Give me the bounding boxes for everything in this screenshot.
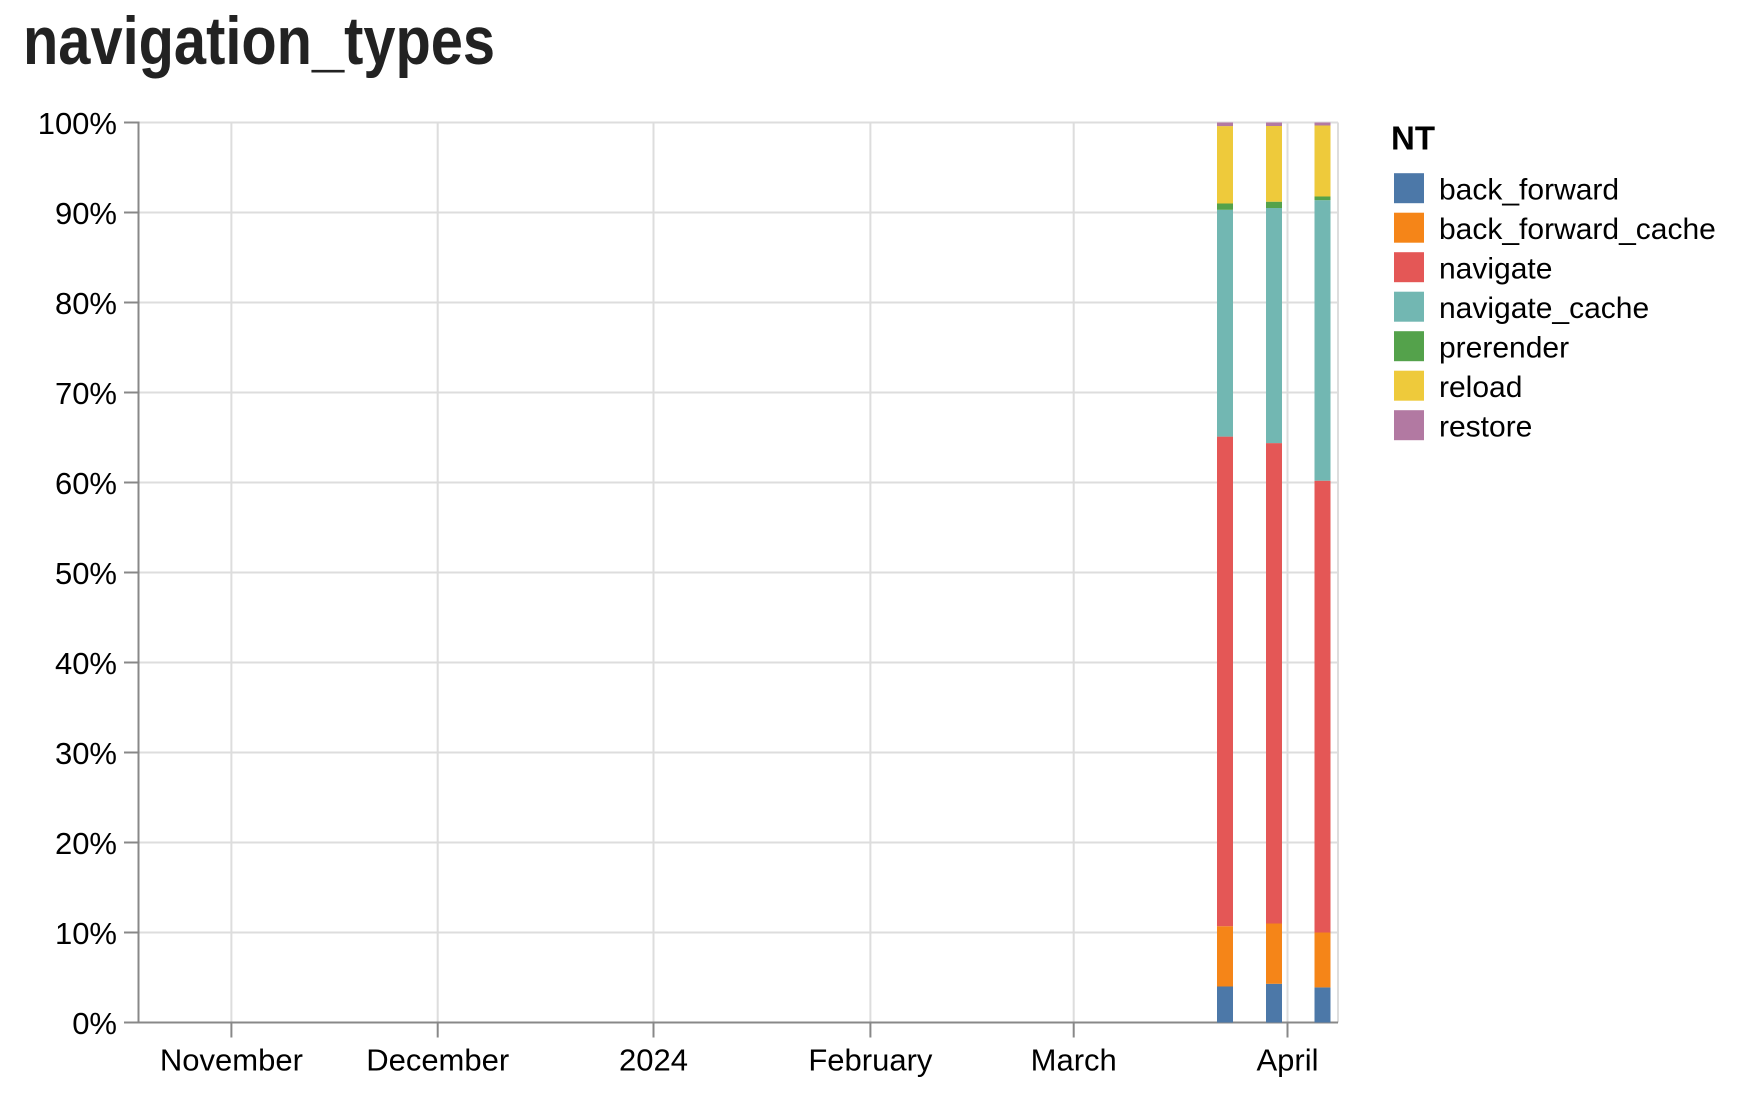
svg-text:April: April <box>1256 1043 1318 1078</box>
svg-text:0%: 0% <box>72 1006 117 1041</box>
svg-text:reload: reload <box>1439 371 1522 404</box>
svg-text:80%: 80% <box>55 286 117 321</box>
svg-text:2024: 2024 <box>619 1043 688 1078</box>
svg-text:back_forward_cache: back_forward_cache <box>1439 213 1716 246</box>
svg-text:March: March <box>1031 1043 1117 1078</box>
svg-text:navigation_types: navigation_types <box>23 4 495 79</box>
svg-text:restore: restore <box>1439 411 1532 444</box>
svg-text:100%: 100% <box>38 106 117 141</box>
svg-text:40%: 40% <box>55 646 117 681</box>
svg-text:20%: 20% <box>55 826 117 861</box>
svg-text:50%: 50% <box>55 556 117 591</box>
svg-text:February: February <box>808 1043 933 1078</box>
svg-text:30%: 30% <box>55 736 117 771</box>
svg-text:navigate_cache: navigate_cache <box>1439 292 1649 325</box>
svg-text:December: December <box>366 1043 509 1078</box>
svg-text:back_forward: back_forward <box>1439 174 1619 207</box>
svg-text:90%: 90% <box>55 196 117 231</box>
svg-text:NT: NT <box>1391 120 1435 157</box>
svg-text:navigate: navigate <box>1439 253 1552 286</box>
svg-text:prerender: prerender <box>1439 332 1569 365</box>
svg-text:November: November <box>160 1043 303 1078</box>
svg-text:60%: 60% <box>55 466 117 501</box>
svg-text:10%: 10% <box>55 916 117 951</box>
svg-text:70%: 70% <box>55 376 117 411</box>
